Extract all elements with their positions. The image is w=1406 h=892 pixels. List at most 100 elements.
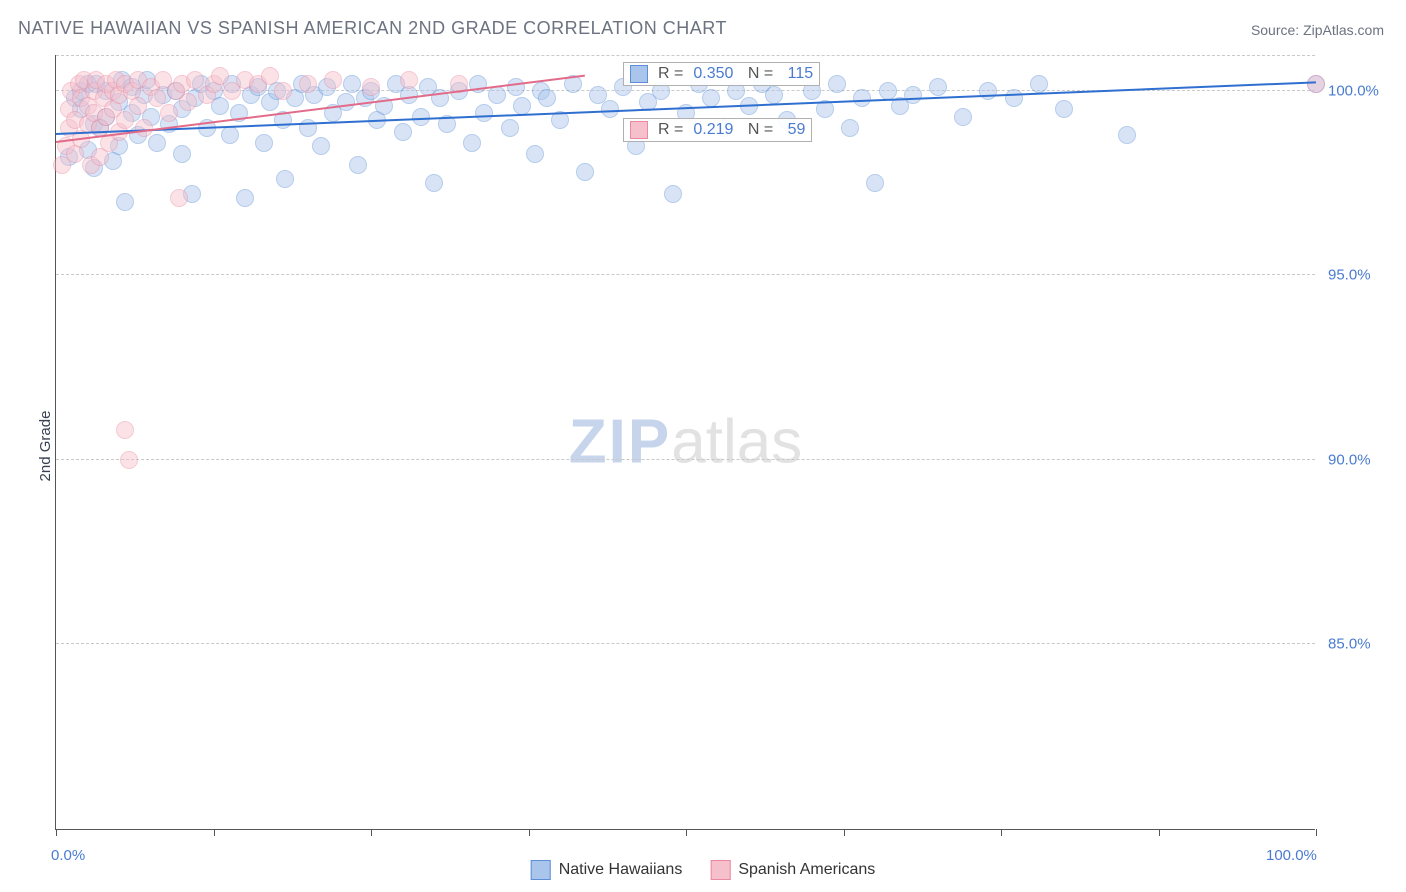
data-point	[337, 93, 355, 111]
data-point	[186, 71, 204, 89]
gridline	[56, 459, 1315, 460]
data-point	[221, 126, 239, 144]
data-point	[879, 82, 897, 100]
watermark-right: atlas	[671, 408, 802, 477]
data-point	[828, 75, 846, 93]
data-point	[255, 134, 273, 152]
data-point	[1030, 75, 1048, 93]
gridline	[56, 55, 1315, 56]
data-point	[501, 119, 519, 137]
data-point	[664, 185, 682, 203]
stats-box: R = 0.219 N = 59	[623, 118, 812, 142]
data-point	[170, 189, 188, 207]
stat-r-value: 0.350	[693, 65, 733, 83]
gridline	[56, 274, 1315, 275]
stats-box: R = 0.350 N = 115	[623, 62, 820, 86]
y-tick-label: 90.0%	[1328, 451, 1371, 468]
gridline	[56, 643, 1315, 644]
legend-label: Spanish Americans	[738, 861, 875, 879]
data-point	[120, 451, 138, 469]
data-point	[274, 82, 292, 100]
data-point	[343, 75, 361, 93]
legend: Native Hawaiians Spanish Americans	[531, 860, 876, 880]
legend-item: Native Hawaiians	[531, 860, 683, 880]
data-point	[276, 170, 294, 188]
data-point	[507, 78, 525, 96]
data-point	[135, 119, 153, 137]
data-point	[236, 189, 254, 207]
legend-item: Spanish Americans	[710, 860, 875, 880]
x-tick	[844, 829, 845, 836]
legend-swatch-icon	[710, 860, 730, 880]
data-point	[576, 163, 594, 181]
x-tick	[371, 829, 372, 836]
stat-r-value: 0.219	[693, 121, 733, 139]
watermark: ZIPatlas	[569, 407, 802, 478]
data-point	[394, 123, 412, 141]
data-point	[1055, 100, 1073, 118]
data-point	[979, 82, 997, 100]
data-point	[349, 156, 367, 174]
x-tick	[686, 829, 687, 836]
data-point	[400, 71, 418, 89]
y-tick-label: 95.0%	[1328, 267, 1371, 284]
data-point	[116, 193, 134, 211]
stat-r-label: R =	[658, 65, 683, 83]
stat-n-value: 115	[783, 65, 813, 83]
x-tick	[56, 829, 57, 836]
legend-label: Native Hawaiians	[559, 861, 683, 879]
data-point	[765, 86, 783, 104]
data-point	[211, 67, 229, 85]
data-point	[954, 108, 972, 126]
x-tick-label: 0.0%	[51, 847, 85, 864]
data-point	[463, 134, 481, 152]
data-point	[841, 119, 859, 137]
data-point	[362, 78, 380, 96]
data-point	[702, 89, 720, 107]
data-point	[904, 86, 922, 104]
data-point	[148, 89, 166, 107]
data-point	[425, 174, 443, 192]
series-swatch-icon	[630, 121, 648, 139]
data-point	[853, 89, 871, 107]
data-point	[160, 104, 178, 122]
data-point	[1118, 126, 1136, 144]
data-point	[312, 137, 330, 155]
data-point	[179, 93, 197, 111]
legend-swatch-icon	[531, 860, 551, 880]
y-axis-label: 2nd Grade	[37, 411, 54, 482]
x-tick-label: 100.0%	[1266, 847, 1317, 864]
data-point	[526, 145, 544, 163]
data-point	[129, 97, 147, 115]
data-point	[475, 104, 493, 122]
series-swatch-icon	[630, 65, 648, 83]
data-point	[173, 145, 191, 163]
data-point	[116, 111, 134, 129]
data-point	[261, 67, 279, 85]
y-tick-label: 100.0%	[1328, 82, 1379, 99]
stat-r-label: R =	[658, 121, 683, 139]
stat-n-value: 59	[783, 121, 805, 139]
data-point	[929, 78, 947, 96]
data-point	[116, 421, 134, 439]
data-point	[1005, 89, 1023, 107]
data-point	[324, 71, 342, 89]
x-tick	[1316, 829, 1317, 836]
data-point	[538, 89, 556, 107]
watermark-left: ZIP	[569, 408, 671, 477]
stat-n-label: N =	[743, 121, 773, 139]
x-tick	[529, 829, 530, 836]
chart-title: NATIVE HAWAIIAN VS SPANISH AMERICAN 2ND …	[18, 18, 727, 39]
x-tick	[214, 829, 215, 836]
stat-n-label: N =	[743, 65, 773, 83]
data-point	[148, 134, 166, 152]
data-point	[866, 174, 884, 192]
plot-area: ZIPatlas 85.0%90.0%95.0%100.0%0.0%100.0%…	[55, 55, 1315, 830]
data-point	[299, 75, 317, 93]
x-tick	[1159, 829, 1160, 836]
source-label: Source: ZipAtlas.com	[1251, 22, 1384, 38]
y-tick-label: 85.0%	[1328, 636, 1371, 653]
data-point	[589, 86, 607, 104]
x-tick	[1001, 829, 1002, 836]
data-point	[513, 97, 531, 115]
